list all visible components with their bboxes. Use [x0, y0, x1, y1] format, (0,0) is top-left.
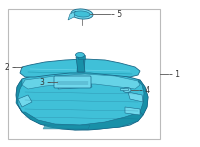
Polygon shape	[43, 125, 90, 129]
Polygon shape	[128, 92, 143, 102]
Polygon shape	[18, 95, 32, 107]
Polygon shape	[120, 88, 128, 90]
Ellipse shape	[71, 9, 93, 19]
Polygon shape	[77, 59, 85, 72]
Ellipse shape	[123, 87, 131, 92]
Polygon shape	[16, 80, 22, 112]
Polygon shape	[68, 11, 76, 20]
Polygon shape	[22, 74, 140, 89]
Ellipse shape	[76, 52, 84, 57]
Text: – 4: – 4	[139, 86, 150, 95]
Text: – 1: – 1	[169, 70, 180, 78]
Polygon shape	[58, 81, 92, 89]
Bar	[8, 9, 160, 139]
Text: 3 –: 3 –	[40, 77, 51, 86]
Text: – 5: – 5	[111, 10, 122, 19]
Polygon shape	[16, 72, 148, 130]
Polygon shape	[22, 112, 143, 130]
Polygon shape	[125, 107, 140, 115]
Polygon shape	[20, 59, 140, 77]
Ellipse shape	[74, 11, 90, 17]
Polygon shape	[78, 55, 85, 59]
Polygon shape	[138, 80, 148, 115]
Polygon shape	[76, 57, 85, 72]
FancyBboxPatch shape	[54, 76, 91, 88]
Text: 2 –: 2 –	[5, 62, 16, 71]
